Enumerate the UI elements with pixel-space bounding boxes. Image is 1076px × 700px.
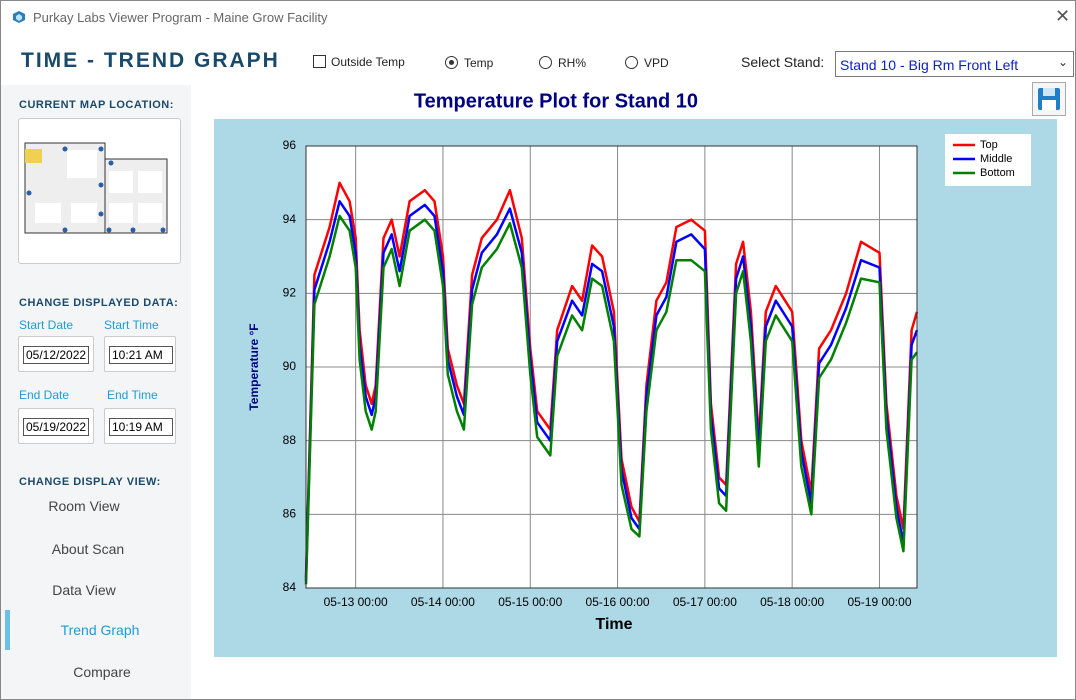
active-indicator <box>5 610 10 650</box>
legend-label: Bottom <box>980 167 1015 179</box>
x-tick-label: 05-14 00:00 <box>411 595 475 609</box>
save-icon <box>1038 88 1060 110</box>
end-time: 10:19 AM <box>109 418 173 436</box>
map-panel <box>18 118 181 264</box>
dropdown-arrow: ⌄ <box>1058 55 1069 69</box>
end-date: 05/19/2022 <box>23 418 90 436</box>
radio-label: RH% <box>558 56 587 70</box>
start-time-input[interactable]: 10:21 AM <box>104 336 176 372</box>
x-tick-label: 05-16 00:00 <box>586 595 650 609</box>
end-date-input[interactable]: 05/19/2022 <box>18 408 94 444</box>
checkbox-label: Outside Temp <box>331 55 405 69</box>
radio-label: Temp <box>464 56 494 70</box>
data-heading: CHANGE DISPLAYED DATA: <box>19 297 179 309</box>
dropdown-value: Stand 10 - Big Rm Front Left <box>840 57 1019 73</box>
y-tick-label: 86 <box>283 507 297 521</box>
y-tick-label: 88 <box>283 433 297 447</box>
chart-panel <box>214 119 1057 657</box>
measure-radio[interactable]: RH% <box>539 56 586 70</box>
legend-label: Middle <box>980 153 1012 165</box>
y-tick-label: 94 <box>283 212 297 226</box>
nav-item[interactable]: Room View <box>48 498 120 514</box>
plot-area <box>305 145 918 589</box>
start-date-label: Start Date <box>19 318 74 332</box>
measure-radio[interactable]: VPD <box>625 56 669 70</box>
y-axis-label: Temperature °F <box>247 323 261 410</box>
end-date-label: End Date <box>19 388 70 402</box>
checkbox[interactable] <box>313 55 326 68</box>
x-tick-label: 05-15 00:00 <box>498 595 562 609</box>
radio-button[interactable] <box>625 56 638 69</box>
sidebar: CURRENT MAP LOCATION: CHANGE DISPLAYED D… <box>1 85 191 699</box>
save-button[interactable] <box>1032 82 1066 116</box>
start-date: 05/12/2022 <box>23 346 90 364</box>
radio-button[interactable] <box>445 56 458 69</box>
stand-label: Select Stand: <box>741 54 825 70</box>
app-icon <box>13 11 25 23</box>
start-time: 10:21 AM <box>109 346 173 364</box>
x-tick-label: 05-13 00:00 <box>324 595 388 609</box>
y-tick-label: 96 <box>283 138 297 152</box>
outside-temp-checkbox[interactable]: Outside Temp <box>313 55 405 69</box>
x-tick-label: 05-19 00:00 <box>847 595 911 609</box>
legend-box <box>945 134 1031 186</box>
radio-label: VPD <box>644 56 669 70</box>
room-map <box>24 142 168 234</box>
series-line <box>304 214 919 585</box>
y-tick-label: 92 <box>283 286 297 300</box>
axis-frame <box>305 145 918 589</box>
title-bar: Purkay Labs Viewer Program - Maine Grow … <box>1 1 1075 33</box>
window-title: Purkay Labs Viewer Program - Maine Grow … <box>33 10 328 25</box>
measure-radio[interactable]: Temp <box>445 56 493 70</box>
y-tick-label: 84 <box>283 580 297 594</box>
start-date-input[interactable]: 05/12/2022 <box>18 336 94 372</box>
stand-dropdown[interactable]: Stand 10 - Big Rm Front Left ⌄ <box>835 51 1074 77</box>
series-line <box>304 181 919 578</box>
nav-item[interactable]: Data View <box>52 582 116 598</box>
nav-item[interactable]: Trend Graph <box>60 622 140 638</box>
nav-item[interactable]: Compare <box>73 664 131 680</box>
map-heading: CURRENT MAP LOCATION: <box>19 99 174 111</box>
radio-button[interactable] <box>539 56 552 69</box>
x-tick-label: 05-17 00:00 <box>673 595 737 609</box>
end-time-input[interactable]: 10:19 AM <box>104 408 176 444</box>
view-heading: CHANGE DISPLAY VIEW: <box>19 476 161 488</box>
y-tick-label: 90 <box>283 359 297 373</box>
legend-label: Top <box>980 139 998 151</box>
close-button[interactable]: ✕ <box>1055 6 1071 26</box>
page-title: TIME - TREND GRAPH <box>21 49 280 72</box>
x-tick-label: 05-18 00:00 <box>760 595 824 609</box>
series-line <box>304 200 919 581</box>
end-time-label: End Time <box>107 388 158 402</box>
x-axis-label: Time <box>595 616 632 633</box>
start-time-label: Start Time <box>104 318 159 332</box>
nav-item[interactable]: About Scan <box>51 541 125 557</box>
chart-title: Temperature Plot for Stand 10 <box>414 90 698 112</box>
